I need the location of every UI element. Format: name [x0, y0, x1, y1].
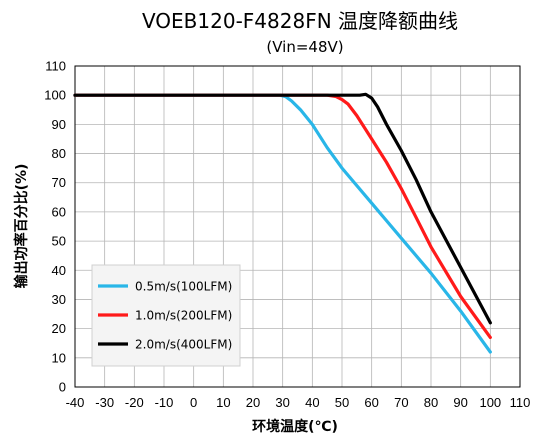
- y-tick-label: 60: [52, 204, 66, 219]
- x-tick-label: 40: [305, 395, 319, 410]
- x-axis-label: 环境温度(℃): [252, 418, 338, 435]
- y-tick-label: 110: [45, 59, 66, 74]
- x-tick-label: 90: [453, 395, 467, 410]
- y-tick-label: 30: [52, 292, 66, 307]
- y-axis-label: 输出功率百分比(%): [13, 164, 30, 289]
- x-tick-label: -40: [66, 395, 85, 410]
- y-tick-label: 50: [52, 234, 66, 249]
- chart-subtitle: (Vin=48V): [266, 38, 343, 56]
- chart-title: VOEB120-F4828FN 温度降额曲线: [142, 9, 458, 33]
- series-group: [73, 92, 492, 354]
- plot-area: [74, 65, 521, 388]
- x-tick-label: 20: [246, 395, 260, 410]
- x-tick-label: 0: [190, 395, 197, 410]
- x-tick-label: 110: [510, 395, 531, 410]
- x-tick-label: 70: [394, 395, 408, 410]
- y-ticks: 0 10 20 30 40 50 60 70 80 90 100 110: [44, 59, 66, 395]
- x-tick-label: -20: [125, 395, 144, 410]
- x-tick-label: -10: [155, 395, 174, 410]
- legend: 0.5m/s(100LFM) 1.0m/s(200LFM) 2.0m/s(400LF…: [98, 280, 232, 352]
- y-tick-label: 0: [59, 380, 66, 395]
- x-tick-label: 30: [275, 395, 289, 410]
- x-tick-label: 60: [364, 395, 378, 410]
- y-tick-label: 70: [52, 175, 66, 190]
- series-line-3: [73, 92, 492, 325]
- legend-label-2: 1.0m/s(200LFM): [135, 309, 232, 323]
- x-tick-label: 80: [424, 395, 438, 410]
- x-tick-label: 50: [335, 395, 349, 410]
- x-tick-label: 100: [479, 395, 501, 410]
- y-tick-label: 100: [44, 88, 66, 103]
- legend-label-1: 0.5m/s(100LFM): [135, 280, 232, 294]
- x-ticks: -40 -30 -20 -10 0 10 20 30 40 50 60 70 80 90 100 110: [66, 395, 531, 410]
- y-tick-label: 80: [52, 146, 66, 161]
- y-tick-label: 20: [52, 321, 66, 336]
- y-tick-label: 90: [52, 117, 66, 132]
- legend-label-3: 2.0m/s(400LFM): [135, 338, 232, 352]
- y-tick-label: 10: [52, 350, 66, 365]
- x-tick-label: -30: [95, 395, 114, 410]
- x-tick-label: 10: [216, 395, 230, 410]
- y-tick-label: 40: [52, 263, 66, 278]
